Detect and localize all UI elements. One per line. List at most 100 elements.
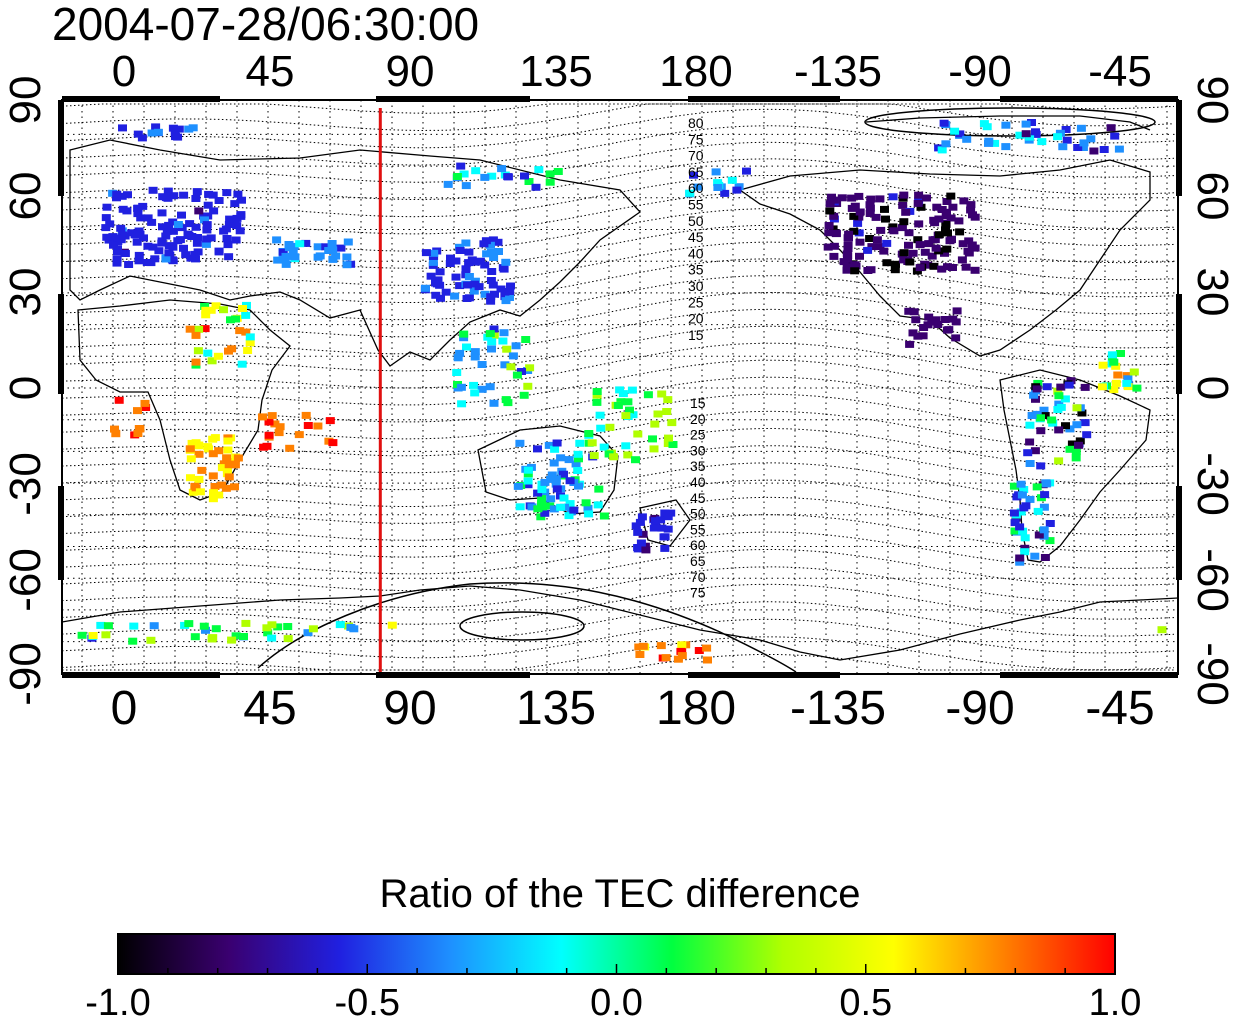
tec-cell: [223, 437, 233, 445]
tec-cell: [1077, 409, 1087, 417]
contour-label: 60: [688, 180, 704, 196]
tec-cell: [959, 197, 969, 205]
tec-cell: [446, 254, 455, 262]
lat-label-left: 30: [1, 268, 50, 317]
contour-label: 75: [690, 585, 706, 601]
tec-cell: [605, 423, 615, 431]
tec-cell: [503, 399, 513, 407]
tec-cell: [621, 442, 631, 450]
tec-data-patches: [77, 119, 1167, 664]
tec-cell: [829, 212, 839, 220]
tec-cell: [137, 134, 147, 142]
colorbar-tick-label: -0.5: [334, 982, 400, 1024]
contour-label: 60: [690, 537, 706, 553]
tec-cell: [850, 267, 860, 275]
tec-cell: [656, 516, 666, 524]
tec-cell: [948, 203, 958, 211]
tec-cell: [853, 219, 863, 227]
tec-cell: [623, 451, 633, 459]
tec-cell: [899, 249, 909, 257]
tec-cell: [1065, 445, 1075, 453]
tec-cell: [520, 172, 529, 180]
tec-cell: [209, 207, 219, 215]
tec-cell: [327, 240, 337, 247]
tec-cell: [664, 434, 673, 442]
tec-cell: [464, 248, 474, 256]
tec-cell: [470, 348, 480, 356]
tec-cell: [208, 495, 218, 503]
tec-cell: [194, 207, 204, 215]
tec-cell: [1071, 454, 1081, 462]
tec-cell: [1025, 421, 1035, 429]
tec-cell: [668, 441, 678, 448]
tec-cell: [237, 196, 246, 204]
tec-cell: [663, 396, 673, 404]
tec-cell: [102, 233, 112, 241]
tec-cell: [221, 484, 231, 492]
tec-cell: [192, 239, 202, 247]
tec-cell: [186, 455, 196, 463]
tec-cell: [147, 129, 157, 137]
tec-cell: [595, 411, 605, 419]
tec-cell: [480, 290, 490, 298]
tec-cell: [486, 248, 496, 256]
tec-cell: [584, 430, 594, 437]
tec-cell: [552, 439, 562, 447]
tec-cell: [1109, 358, 1119, 366]
tec-cell: [1054, 392, 1064, 400]
tec-cell: [829, 196, 839, 204]
tec-cell: [480, 173, 490, 181]
tec-cell: [1123, 375, 1133, 383]
tec-cell: [641, 546, 651, 554]
tec-cell: [202, 221, 212, 229]
tec-cell: [143, 242, 153, 250]
tec-cell: [648, 435, 657, 443]
tec-cell: [663, 525, 673, 533]
tec-cell: [285, 444, 295, 452]
contour-line: [61, 208, 1175, 252]
contour-line: [61, 531, 1175, 575]
tec-cell: [584, 510, 594, 518]
tec-cell: [1015, 558, 1025, 566]
tec-cell: [133, 407, 142, 415]
tec-cell: [140, 399, 150, 407]
tec-cell: [500, 361, 510, 369]
tec-cell: [1078, 144, 1088, 151]
tec-cell: [431, 291, 441, 299]
tec-cell: [546, 495, 556, 503]
tec-cell: [1072, 404, 1082, 412]
tec-cell: [500, 293, 510, 301]
tec-cell: [154, 247, 164, 255]
tec-cell: [202, 226, 212, 234]
tec-cell: [157, 237, 167, 245]
tec-cell: [573, 450, 583, 458]
tec-cell: [865, 201, 875, 209]
tec-cell: [545, 170, 555, 178]
tec-cell: [1033, 507, 1043, 515]
tec-cell: [1001, 143, 1011, 151]
tec-cell: [193, 248, 203, 256]
tec-cell: [194, 441, 204, 449]
tec-cell: [649, 445, 659, 453]
tec-cell: [485, 383, 495, 391]
frame-bar: [62, 672, 220, 678]
tec-cell: [462, 281, 472, 289]
tec-cell: [283, 623, 293, 630]
frame-bar: [376, 96, 530, 102]
tec-cell: [343, 238, 353, 246]
tec-cell: [118, 205, 128, 213]
tec-cell: [984, 137, 994, 145]
tec-cell: [876, 226, 886, 234]
tec-cell: [913, 236, 923, 244]
tec-cell: [470, 280, 479, 288]
tec-cell: [148, 243, 158, 251]
tec-cell: [335, 621, 345, 629]
tec-cell: [184, 125, 194, 133]
tec-cell: [204, 190, 214, 198]
tec-cell: [241, 619, 251, 627]
tec-cell: [193, 347, 203, 355]
tec-cell: [428, 258, 438, 266]
tec-cell: [660, 509, 670, 517]
tec-cell: [1072, 421, 1082, 429]
tec-cell: [1086, 135, 1096, 143]
